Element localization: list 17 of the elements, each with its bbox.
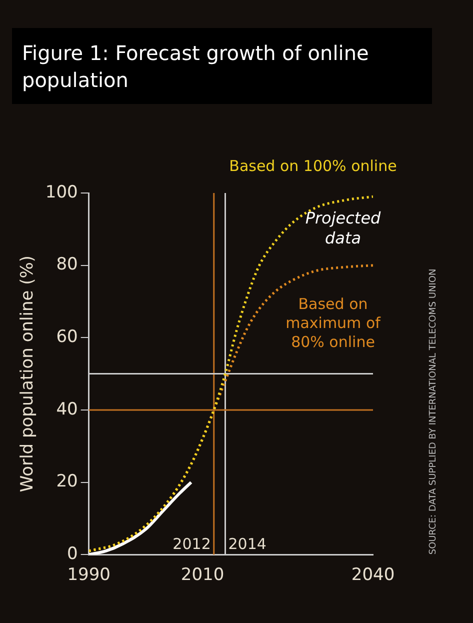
y-tick-label: 60 (56, 327, 78, 348)
y-tick-label: 20 (56, 472, 78, 492)
y-tick-label: 40 (56, 399, 78, 420)
y-tick-label: 80 (56, 254, 78, 275)
series-label: Based on maximum of 80% online (286, 295, 382, 352)
source-note: SOURCE: DATA SUPPLIED BY INTERNATIONAL TELECOMS UNION (428, 268, 438, 555)
chart-title: Figure 1: Forecast growth of online population (12, 28, 432, 104)
y-tick-label: 100 (45, 182, 78, 202)
annotation: Projected data (305, 208, 382, 248)
y-axis-title: World population online (%) (18, 255, 38, 492)
ref-line-label: 2012 (172, 534, 211, 553)
text: Based on 100% online (229, 156, 397, 175)
y-tick-label: 0 (67, 544, 78, 564)
x-tick-label: 2040 (351, 565, 395, 586)
x-tick-label: 2010 (180, 565, 224, 586)
x-tick-label: 1990 (67, 565, 110, 586)
ref-line-label: 2014 (228, 534, 266, 553)
